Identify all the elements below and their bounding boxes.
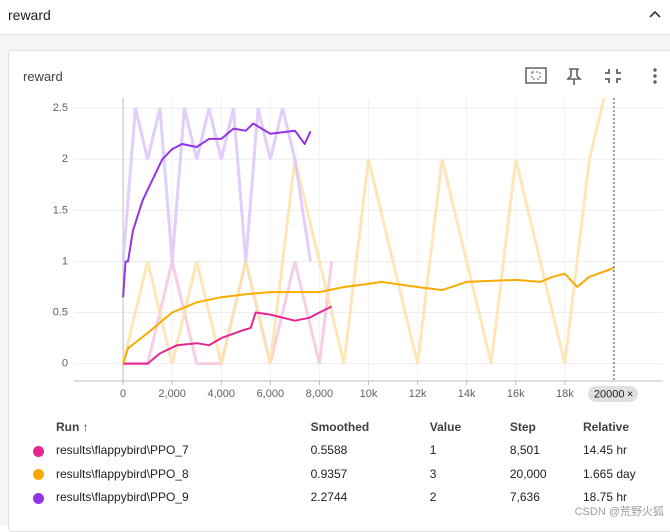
cell: 0.5588 [310,443,348,458]
section-header[interactable]: reward [0,0,670,35]
section-title: reward [8,7,51,23]
y-tick-label: 1.5 [53,204,68,216]
watermark: CSDN @荒野火狐 [574,506,664,518]
raw-line [121,98,606,364]
x-tick-label: 4,000 [207,388,235,400]
runs-table: Run ↑ Smoothed Value Step Relative resul… [23,415,670,509]
more-icon[interactable] [653,68,657,84]
cell: results\flappybird\PPO_9 [23,486,311,510]
run-name: results\flappybird\PPO_7 [56,443,189,458]
plot-area[interactable] [121,57,615,366]
cell: 1.665 day [582,466,636,481]
y-tick-label: 1 [62,255,68,267]
fit-icon[interactable] [525,67,547,84]
series-line [122,267,615,364]
run-row[interactable]: results\flappybird\PPO_7 0.5588 1 8,501 14.4… [23,439,670,463]
col-header[interactable]: Run ↑ [56,419,89,434]
x-tick-label: 6,000 [257,388,285,400]
chart: 0 0.5 1 1.5 2 2.5 0 2,000 4,000 6,000 8,000 10k 12k 1… [53,57,663,402]
y-tick-label: 2.5 [53,102,68,114]
cell: 8,501 [509,443,540,458]
col-header[interactable]: Smoothed [310,419,370,434]
cursor-badge [587,386,638,402]
run-row[interactable]: results\flappybird\PPO_9 2.2744 2 7,636 18.7… [23,486,670,510]
x-tick-label: 8,000 [306,388,334,400]
col-header[interactable]: Relative [582,419,629,434]
series-line [123,305,333,365]
axes: 0 0.5 1 1.5 2 2.5 0 2,000 4,000 6,000 8,000 10k 12k 1… [53,98,663,402]
cell: 2 [429,490,437,505]
y-tick-label: 0 [62,358,68,370]
cursor-close: × [627,388,633,400]
run-color[interactable] [33,492,44,504]
run-row[interactable]: results\flappybird\PPO_8 0.9357 3 20,000 1.6… [23,462,670,486]
y-tick-label: 0.5 [53,306,68,318]
run-name: results\flappybird\PPO_9 [56,490,189,505]
x-tick-label: 18k [556,388,574,400]
x-tick-label: 12k [409,388,427,400]
run-color[interactable] [33,445,44,457]
cell: results\flappybird\PPO_7 [23,439,311,463]
series-line [122,122,312,298]
cell: 20,000 [509,466,547,481]
content: reward 0 0.5 1 1.5 2 2.5 0 2,000 4,000 6,000 8,000… [0,35,670,532]
raw-line [121,107,312,262]
x-tick-label: 0 [120,388,126,400]
collapse-icon[interactable] [605,69,621,83]
x-tick-label: 10k [360,388,378,400]
run-name: results\flappybird\PPO_8 [56,466,189,481]
x-tick-label: 14k [458,388,476,400]
col-header[interactable]: Step [509,419,536,434]
cell: 7,636 [509,490,540,505]
table-header: Run ↑ Smoothed Value Step Relative [23,415,670,439]
col-header[interactable]: Value [429,419,462,434]
cell: 3 [429,466,437,481]
toolbar [525,67,657,85]
x-tick-label: 2,000 [158,388,186,400]
collapse-icon[interactable] [648,8,662,20]
chart-card: reward 0 0.5 1 1.5 2 2.5 0 2,000 4,000 6,000 8,000… [8,50,670,532]
x-tick-label: 16k [507,388,525,400]
cursor-label: 20000 [594,388,625,400]
cell: results\flappybird\PPO_8 [23,462,311,486]
y-tick-label: 2 [62,153,68,165]
cell: 18.75 hr [582,490,628,505]
cell: 0.9357 [310,466,348,481]
card-title: reward [23,69,63,84]
cell: 2.2744 [310,490,348,505]
cell: 14.45 hr [582,443,628,458]
pin-icon[interactable] [566,68,582,85]
cell: 1 [429,443,437,458]
run-color[interactable] [33,469,44,481]
